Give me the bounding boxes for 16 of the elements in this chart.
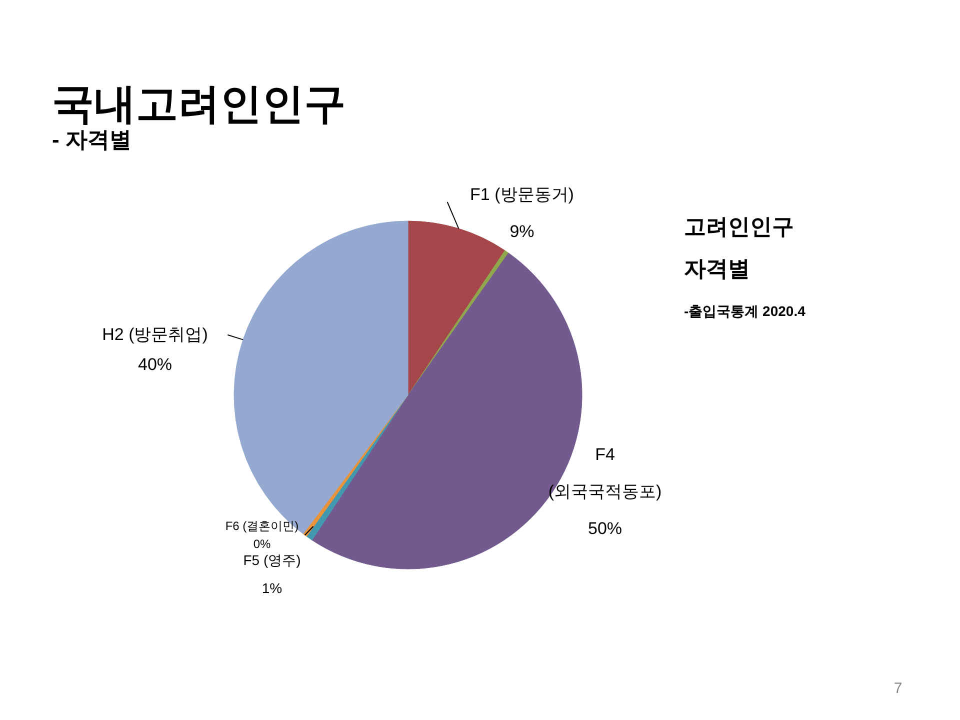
- data-label: 9%: [510, 222, 534, 241]
- data-label: 50%: [588, 519, 622, 538]
- data-label: 40%: [138, 355, 172, 374]
- text: 자격별: [684, 256, 750, 281]
- slice-label: F6 (결혼이민): [225, 519, 299, 533]
- chart-title: 국내고려인인구: [52, 80, 346, 127]
- chart-subtitle: - 자격별: [52, 127, 132, 152]
- slice-label: F1 (방문동거): [470, 185, 574, 204]
- pie-slice: [408, 220, 506, 396]
- text: 고려인인구: [684, 214, 794, 239]
- text: 7: [894, 680, 902, 697]
- slice-label: F5 (영주): [243, 552, 301, 568]
- data-label: 1%: [262, 580, 282, 596]
- data-label: 0%: [253, 537, 271, 551]
- text: -출입국통계 2020.4: [684, 303, 806, 319]
- slice-label: H2 (방문취업): [102, 325, 208, 344]
